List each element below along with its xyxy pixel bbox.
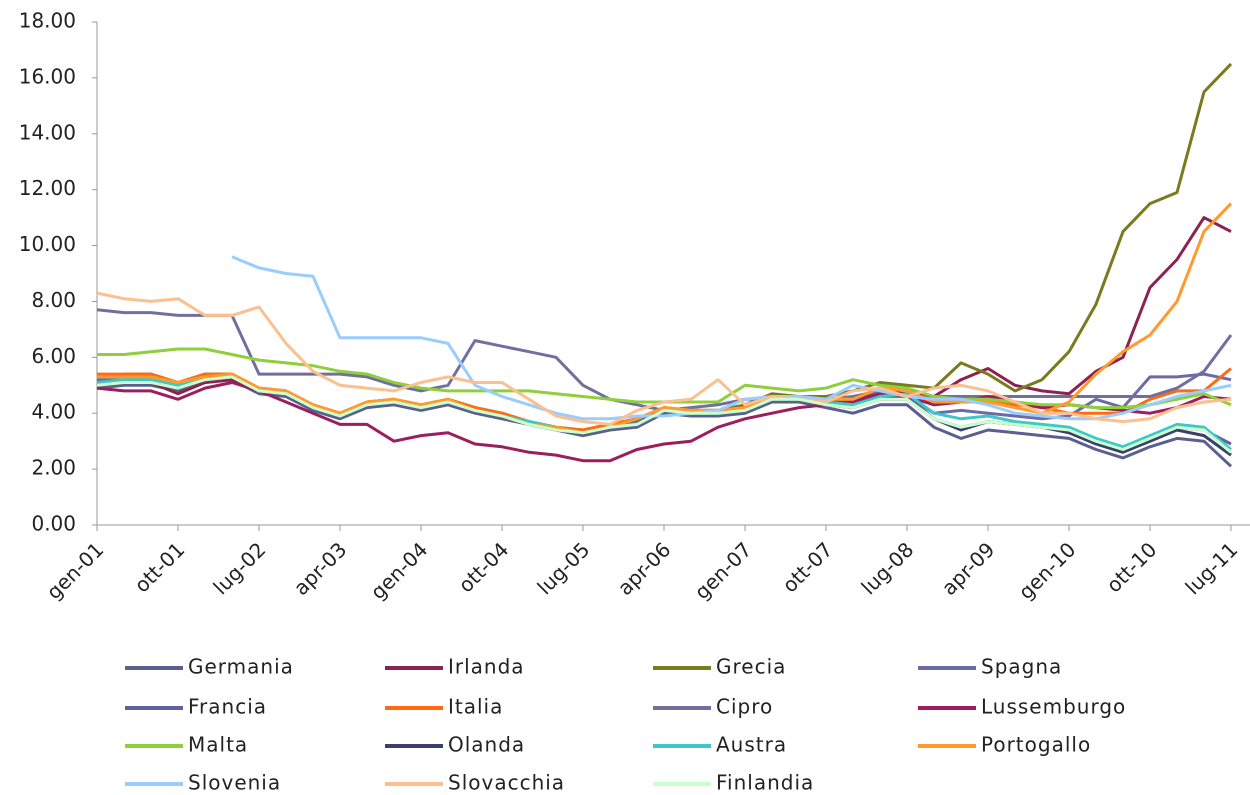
series-line [96, 381, 1232, 463]
x-tick-label: ott-04 [454, 537, 514, 597]
y-tick-label: 10.00 [19, 232, 76, 256]
series-line [96, 378, 1233, 468]
legend-label: Germania [188, 655, 294, 679]
series-line [231, 255, 1232, 421]
x-tick-label: apr-03 [289, 537, 352, 600]
legend-label: Irlanda [448, 655, 525, 679]
x-tick-label: gen-10 [1014, 537, 1081, 604]
x-tick-label: lug-02 [208, 537, 270, 599]
legend-label: Spagna [981, 655, 1062, 679]
legend-label: Lussemburgo [981, 695, 1126, 719]
legend-label: Slovacchia [448, 771, 565, 795]
legend-label: Italia [448, 695, 503, 719]
series-line [96, 291, 1232, 426]
x-tick-label: ott-01 [130, 537, 190, 597]
legend-label: Portogallo [981, 733, 1091, 757]
legend-label: Grecia [716, 655, 786, 679]
x-tick-label: ott-10 [1102, 537, 1162, 597]
legend-label: Malta [188, 733, 248, 757]
legend-label: Cipro [716, 695, 773, 719]
legend-label: Francia [188, 695, 267, 719]
legend-label: Finlandia [716, 771, 814, 795]
y-tick-label: 2.00 [31, 456, 76, 480]
y-tick-label: 18.00 [19, 9, 76, 33]
x-tick-label: gen-04 [366, 537, 433, 604]
x-tick-label: lug-08 [856, 537, 918, 599]
y-tick-label: 6.00 [31, 344, 76, 368]
x-tick-label: gen-07 [690, 537, 757, 604]
legend-label: Olanda [448, 733, 525, 757]
x-tick-label: gen-01 [42, 537, 109, 604]
series-line [97, 367, 1232, 432]
y-tick-label: 12.00 [19, 176, 76, 200]
x-tick-label: apr-09 [937, 537, 1000, 600]
x-tick-label: lug-05 [532, 537, 594, 599]
legend-label: Slovenia [188, 771, 281, 795]
y-tick-label: 14.00 [19, 120, 76, 144]
legend-label: Austra [716, 733, 787, 757]
x-tick-label: apr-06 [613, 537, 676, 600]
x-tick-label: lug-11 [1180, 537, 1242, 599]
y-tick-label: 4.00 [31, 400, 76, 424]
y-tick-label: 0.00 [31, 512, 76, 536]
y-tick-label: 16.00 [19, 64, 76, 88]
series-line [97, 347, 1232, 410]
y-tick-label: 8.00 [31, 288, 76, 312]
legend: Germania Irlanda Grecia Spagna Francia Italia… [125, 655, 1126, 795]
x-tick-label: ott-07 [778, 537, 838, 597]
series-line [96, 375, 1232, 454]
